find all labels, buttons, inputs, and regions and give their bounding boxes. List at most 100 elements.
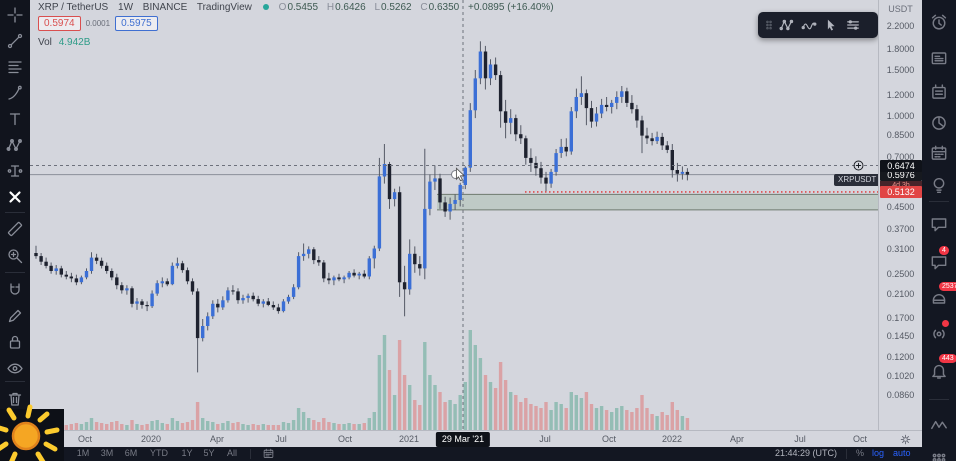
- hotlists-icon[interactable]: [927, 111, 951, 135]
- live-indicator-dot: [942, 320, 949, 327]
- price-tick-label: 0.1200: [886, 352, 915, 363]
- price-tick-label: 1.0000: [886, 111, 915, 121]
- sidebar-divider: [929, 399, 949, 400]
- high-value: 0.6426: [335, 2, 366, 13]
- trend-line-icon[interactable]: [6, 32, 24, 50]
- buy-price-button[interactable]: 0.5975: [115, 16, 158, 31]
- log-scale-button[interactable]: log: [872, 448, 885, 458]
- range-button-1y[interactable]: 1Y: [181, 448, 193, 458]
- fib-retracement-icon[interactable]: [6, 58, 24, 76]
- watchlist-alarm-icon[interactable]: [927, 10, 951, 34]
- range-button-1m[interactable]: 1M: [76, 448, 90, 458]
- ideas-icon[interactable]: [927, 173, 951, 197]
- price-tick-label: 0.1700: [886, 312, 915, 323]
- gear-icon[interactable]: [899, 433, 912, 446]
- apps-icon[interactable]: [927, 448, 951, 461]
- trash-icon[interactable]: [6, 390, 24, 408]
- range-button-6m[interactable]: 6M: [124, 448, 138, 458]
- percent-scale-button[interactable]: %: [856, 448, 865, 458]
- range-button-ytd[interactable]: YTD: [150, 448, 168, 458]
- time-tick-label: 2021: [398, 434, 420, 444]
- brush-icon[interactable]: [6, 84, 24, 102]
- range-button-all[interactable]: All: [226, 448, 238, 458]
- forecast-icon[interactable]: [6, 162, 24, 180]
- lines-icon[interactable]: [842, 15, 864, 35]
- low-value: 0.5262: [381, 2, 412, 13]
- symbol-name[interactable]: XRP / TetherUS: [38, 2, 109, 13]
- calendar-icon[interactable]: [927, 141, 951, 165]
- time-tick-label: Jul: [539, 434, 551, 444]
- xabcd-pattern-icon[interactable]: [6, 136, 24, 154]
- ruler-icon[interactable]: [6, 220, 24, 238]
- exchange-label: BINANCE: [142, 2, 188, 13]
- xabcd-pattern-icon[interactable]: [776, 15, 798, 35]
- data-status-dot: [262, 4, 269, 10]
- chat-icon[interactable]: [927, 212, 951, 236]
- drag-handle-icon[interactable]: [762, 15, 776, 35]
- close-icon[interactable]: [6, 188, 24, 206]
- candlestick-chart[interactable]: [30, 0, 878, 430]
- live-broadcast-icon[interactable]: [927, 320, 951, 346]
- sell-price-button[interactable]: 0.5974: [38, 16, 81, 31]
- notifications-icon[interactable]: 443: [927, 354, 956, 382]
- waves-pattern-icon[interactable]: [798, 15, 820, 35]
- floating-drawing-toolbar[interactable]: [758, 12, 878, 38]
- bottom-toolbar: 21:44:29 (UTC) % log auto 1M 3M 6M YTD 1Y 5Y A…: [0, 447, 922, 461]
- price-tick-label: 1.8000: [886, 44, 915, 55]
- cursor-icon[interactable]: [820, 15, 842, 35]
- notes-icon[interactable]: [927, 80, 951, 104]
- auto-scale-button[interactable]: auto: [893, 448, 911, 458]
- text-icon[interactable]: [6, 110, 24, 128]
- toolbar-divider: [5, 212, 25, 213]
- drawing-toolbar: [0, 0, 30, 447]
- screener-icon[interactable]: [927, 413, 951, 437]
- toolbar-divider: [5, 272, 25, 273]
- price-axis[interactable]: USDT 0.6474 0.5976 4d 3h 0.5132 2.2000 1.…: [878, 0, 922, 430]
- volume-value: 4.942B: [58, 37, 91, 48]
- go-to-date-calendar-icon[interactable]: [262, 447, 275, 460]
- crosshair-date-label: 29 Mar '21: [435, 432, 491, 447]
- clock-utc[interactable]: 21:44:29 (UTC): [775, 448, 838, 458]
- range-button-3m[interactable]: 3M: [100, 448, 114, 458]
- time-tick-label: Jul: [794, 434, 806, 444]
- time-axis[interactable]: 29 Mar '21 Oct 2020 Apr Jul Oct 2021 Jul Oct 202…: [30, 430, 922, 447]
- price-tick-label: 0.8500: [886, 129, 915, 140]
- zoom-in-icon[interactable]: [6, 247, 24, 265]
- time-tick-label: Oct: [77, 434, 93, 444]
- price-tick-label: 0.3100: [886, 244, 915, 255]
- price-tick-label: 1.2000: [886, 90, 915, 101]
- last-price-label: 0.5976: [880, 168, 922, 181]
- open-letter: O: [278, 2, 287, 13]
- private-chat-icon[interactable]: 4: [927, 246, 951, 274]
- price-tick-label: 0.4500: [886, 201, 915, 212]
- news-icon[interactable]: [927, 46, 951, 70]
- axis-currency-label: USDT: [888, 4, 913, 14]
- magnet-icon[interactable]: [6, 281, 24, 299]
- close-letter: C: [420, 2, 428, 13]
- time-tick-label: 2020: [140, 434, 162, 444]
- crosshair-price-label: 0.6474: [880, 159, 922, 172]
- time-tick-label: Oct: [601, 434, 617, 444]
- range-button-5y[interactable]: 5Y: [203, 448, 215, 458]
- low-letter: L: [374, 2, 380, 13]
- interval-label[interactable]: 1W: [118, 2, 134, 13]
- sidebar-divider: [929, 201, 949, 202]
- price-tick-label: 0.1020: [886, 370, 915, 381]
- add-alert-plus-icon[interactable]: [852, 159, 865, 172]
- price-line-symbol-tag: XRPUSDT: [834, 174, 878, 187]
- price-tick-label: 0.2100: [886, 288, 915, 299]
- time-tick-label: Oct: [337, 434, 353, 444]
- drawing-mode-icon[interactable]: [6, 307, 24, 325]
- crosshair-tool-icon[interactable]: [6, 6, 24, 24]
- streams-icon[interactable]: 2537: [927, 282, 956, 310]
- legend-row-symbol: XRP / TetherUS 1W BINANCE TradingView O 0…: [38, 2, 560, 13]
- time-tick-label: Apr: [209, 434, 225, 444]
- time-tick-label: Apr: [729, 434, 745, 444]
- chart-pane[interactable]: XRP / TetherUS 1W BINANCE TradingView O 0…: [30, 0, 878, 430]
- mouse-cursor: [455, 166, 468, 186]
- close-value: 0.6350: [428, 2, 460, 13]
- brand-label: TradingView: [196, 2, 252, 13]
- eye-icon[interactable]: [6, 359, 24, 377]
- change-value: +0.0895 (+16.40%): [467, 2, 554, 13]
- lock-icon[interactable]: [6, 333, 24, 351]
